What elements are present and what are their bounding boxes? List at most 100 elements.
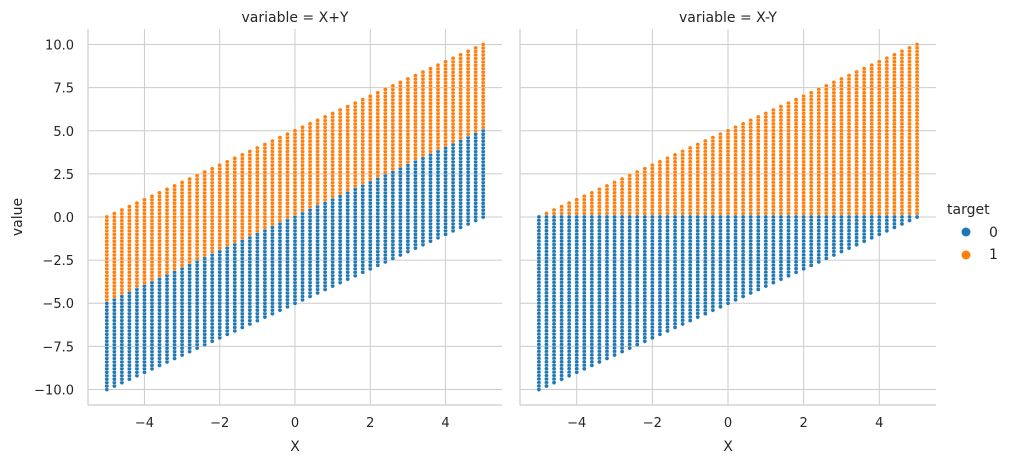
data-point-target-1 bbox=[383, 87, 388, 92]
x-tick-label: −4 bbox=[135, 416, 154, 431]
y-tick-label: 5.0 bbox=[53, 125, 74, 140]
y-tick-label: −2.5 bbox=[42, 254, 74, 269]
panel-x-plus-y-title: variable = X+Y bbox=[242, 10, 349, 26]
data-point-target-0 bbox=[544, 383, 549, 389]
data-point-target-1 bbox=[315, 118, 320, 123]
data-point-target-1 bbox=[149, 193, 155, 199]
data-point-target-0 bbox=[710, 307, 716, 313]
y-tick-label: −10.0 bbox=[34, 383, 74, 398]
data-point-target-1 bbox=[285, 131, 290, 137]
data-point-target-1 bbox=[375, 90, 381, 96]
data-point-target-1 bbox=[300, 125, 305, 130]
y-tick-label: 0.0 bbox=[53, 211, 74, 226]
data-point-target-0 bbox=[824, 256, 829, 261]
data-point-target-1 bbox=[292, 128, 298, 134]
data-point-target-0 bbox=[566, 373, 572, 378]
data-point-target-1 bbox=[255, 145, 260, 151]
data-point-target-1 bbox=[157, 190, 162, 196]
data-point-target-0 bbox=[536, 387, 542, 392]
data-point-target-1 bbox=[112, 211, 117, 216]
data-point-target-0 bbox=[589, 363, 595, 368]
data-point-target-1 bbox=[450, 56, 456, 61]
data-point-target-0 bbox=[718, 304, 723, 309]
data-point-target-0 bbox=[680, 321, 685, 327]
data-point-target-0 bbox=[861, 238, 867, 244]
panel-x-plus-y: −4 −2 0 2 4 −10.0−7.5−5.0−2.50.02.55.07.510.… bbox=[10, 10, 502, 455]
data-point-target-1 bbox=[330, 111, 335, 116]
data-point-target-1 bbox=[104, 214, 110, 220]
data-point-target-1 bbox=[473, 45, 478, 51]
x-tick-label: 2 bbox=[366, 416, 374, 431]
data-point-target-1 bbox=[345, 104, 350, 109]
y-tick-label: −7.5 bbox=[42, 340, 74, 355]
data-point-target-1 bbox=[360, 97, 366, 103]
data-point-target-1 bbox=[187, 176, 192, 182]
data-point-target-0 bbox=[642, 338, 648, 344]
data-point-target-0 bbox=[574, 369, 580, 375]
data-point-target-1 bbox=[202, 169, 207, 175]
data-point-target-1 bbox=[390, 83, 396, 89]
y-tick-label: 7.5 bbox=[53, 82, 74, 97]
panel-x-plus-y-x-axis-label: X bbox=[290, 439, 300, 455]
data-point-target-1 bbox=[307, 121, 313, 127]
data-point-target-0 bbox=[755, 287, 761, 292]
data-point-target-0 bbox=[672, 325, 678, 330]
data-point-target-0 bbox=[619, 349, 625, 354]
data-point-target-0 bbox=[612, 352, 617, 358]
data-point-target-1 bbox=[322, 114, 328, 120]
data-point-target-0 bbox=[551, 380, 557, 385]
data-point-target-0 bbox=[740, 294, 746, 299]
data-point-target-1 bbox=[458, 52, 463, 58]
data-point-target-1 bbox=[420, 69, 426, 75]
data-point-target-0 bbox=[733, 297, 738, 303]
data-point-target-0 bbox=[771, 280, 776, 285]
data-point-target-1 bbox=[119, 207, 125, 213]
data-point-target-1 bbox=[435, 62, 441, 68]
data-point-target-1 bbox=[398, 80, 403, 85]
data-point-target-1 bbox=[142, 197, 147, 203]
panel-x-plus-y-points bbox=[104, 42, 486, 392]
data-point-target-0 bbox=[627, 345, 632, 351]
data-point-target-1 bbox=[134, 200, 140, 206]
data-point-target-1 bbox=[277, 135, 283, 140]
data-point-target-1 bbox=[179, 180, 185, 185]
data-point-target-0 bbox=[801, 266, 806, 272]
data-point-target-0 bbox=[604, 356, 610, 361]
data-point-target-0 bbox=[581, 366, 587, 372]
x-tick-label: −2 bbox=[210, 416, 229, 431]
data-point-target-1 bbox=[232, 156, 238, 161]
data-point-target-1 bbox=[164, 187, 170, 192]
data-point-target-0 bbox=[634, 342, 640, 347]
y-tick-label: 10.0 bbox=[45, 39, 74, 54]
data-point-target-1 bbox=[443, 59, 448, 65]
data-point-target-1 bbox=[209, 166, 215, 172]
data-point-target-0 bbox=[846, 245, 852, 251]
data-point-target-0 bbox=[854, 242, 859, 247]
data-point-target-0 bbox=[786, 273, 791, 278]
data-point-target-0 bbox=[839, 249, 844, 254]
data-point-target-0 bbox=[725, 300, 731, 306]
data-point-target-1 bbox=[405, 76, 411, 82]
data-point-target-1 bbox=[337, 107, 343, 113]
data-point-target-0 bbox=[869, 235, 875, 240]
data-point-target-0 bbox=[763, 283, 769, 289]
data-point-target-0 bbox=[793, 269, 799, 275]
data-point-target-1 bbox=[270, 138, 275, 144]
data-point-target-0 bbox=[816, 259, 822, 265]
data-point-target-0 bbox=[703, 311, 708, 316]
data-point-target-0 bbox=[778, 276, 784, 282]
data-point-target-1 bbox=[247, 149, 253, 154]
data-point-target-1 bbox=[224, 159, 230, 165]
data-point-target-0 bbox=[831, 252, 837, 258]
panel-x-minus-y: −4 −2 0 2 4 variable = X-Y X bbox=[519, 10, 936, 455]
data-point-target-1 bbox=[194, 173, 200, 178]
panel-x-plus-y-y-ticks: −10.0−7.5−5.0−2.50.02.55.07.510.0 bbox=[34, 39, 74, 399]
data-point-target-1 bbox=[172, 183, 177, 189]
data-point-target-1 bbox=[127, 204, 132, 209]
y-axis-label: value bbox=[10, 198, 26, 236]
data-point-target-1 bbox=[465, 49, 471, 54]
y-tick-label: 2.5 bbox=[53, 168, 74, 183]
x-tick-label: 4 bbox=[441, 416, 449, 431]
data-point-target-0 bbox=[695, 314, 701, 320]
